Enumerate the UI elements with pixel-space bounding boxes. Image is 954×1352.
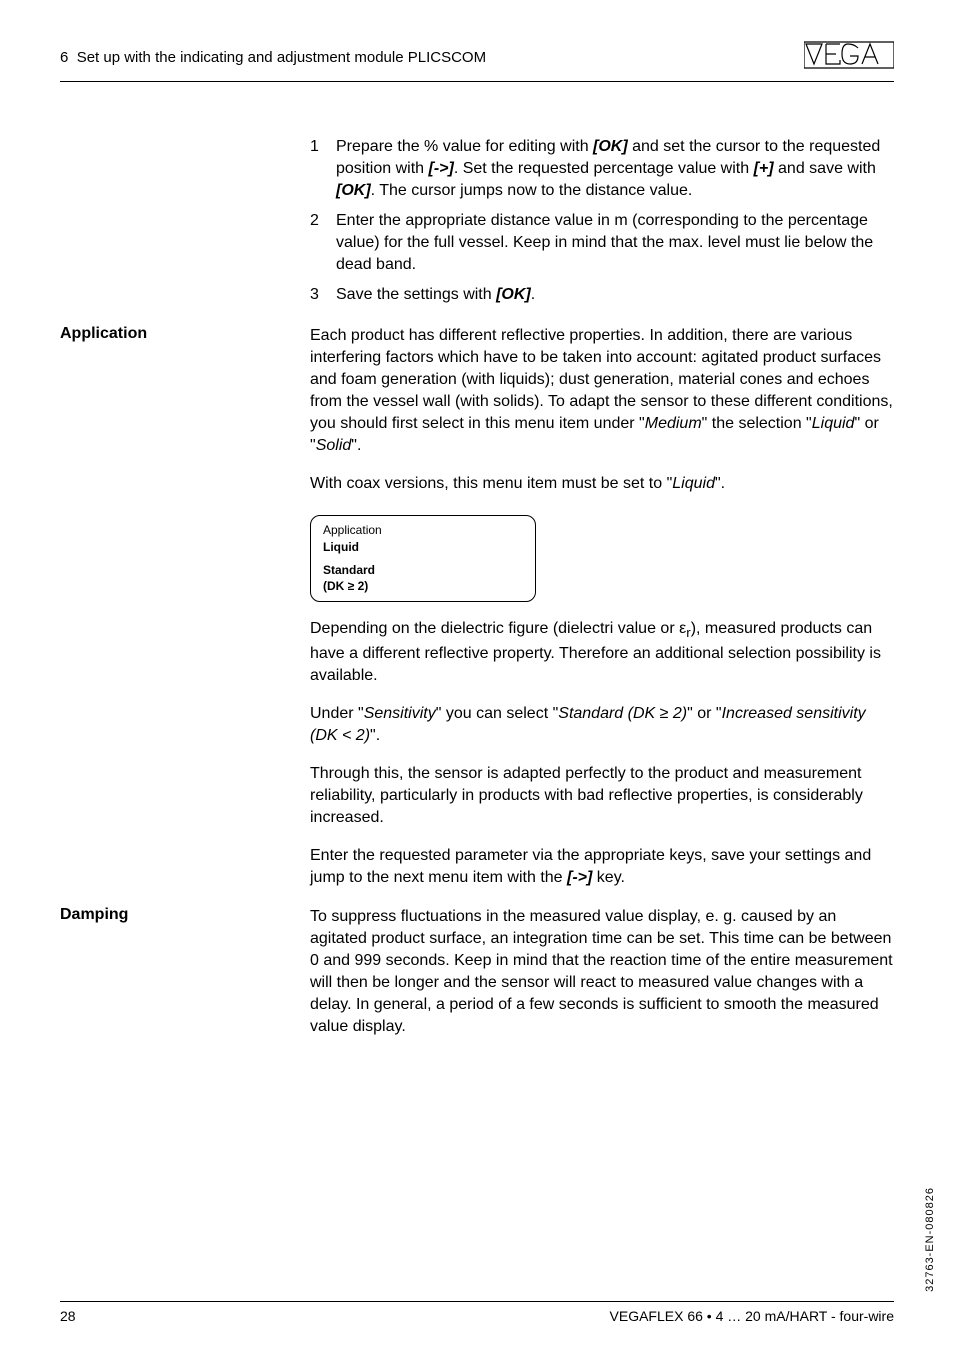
steps-col: 1 Prepare the % value for editing with […	[310, 136, 894, 325]
footer: 28 VEGAFLEX 66 • 4 … 20 mA/HART - four-w…	[60, 1301, 894, 1324]
application-label: Application	[60, 325, 310, 906]
header: 6 Set up with the indicating and adjustm…	[60, 40, 894, 82]
step-1-num: 1	[310, 136, 336, 202]
damping-row: Damping To suppress fluctuations in the …	[60, 906, 894, 1054]
content: 1 Prepare the % value for editing with […	[60, 136, 894, 1054]
page: 6 Set up with the indicating and adjustm…	[0, 0, 954, 1352]
side-code: 32763-EN-080826	[924, 1187, 936, 1292]
step-2-text: Enter the appropriate distance value in …	[336, 210, 894, 276]
damping-col: To suppress fluctuations in the measured…	[310, 906, 894, 1054]
steps-list: 1 Prepare the % value for editing with […	[310, 136, 894, 307]
menu-box: Application Liquid Standard (DK ≥ 2)	[310, 515, 536, 602]
application-para6: Enter the requested parameter via the ap…	[310, 845, 894, 889]
section-number: 6	[60, 49, 68, 66]
section-title: Set up with the indicating and adjustmen…	[77, 49, 486, 66]
step-2: 2 Enter the appropriate distance value i…	[310, 210, 894, 276]
menu-line3: Standard	[323, 562, 523, 579]
header-text: 6 Set up with the indicating and adjustm…	[60, 49, 486, 66]
step-1-text: Prepare the % value for editing with [OK…	[336, 136, 894, 202]
menu-line4: (DK ≥ 2)	[323, 578, 523, 595]
footer-page: 28	[60, 1308, 76, 1324]
steps-row: 1 Prepare the % value for editing with […	[60, 136, 894, 325]
footer-doc: VEGAFLEX 66 • 4 … 20 mA/HART - four-wire	[610, 1308, 894, 1324]
step-3-text: Save the settings with [OK].	[336, 284, 535, 306]
application-para1: Each product has different reflective pr…	[310, 325, 894, 457]
step-1: 1 Prepare the % value for editing with […	[310, 136, 894, 202]
menu-line2: Liquid	[323, 539, 523, 556]
step-3: 3 Save the settings with [OK].	[310, 284, 894, 306]
application-row: Application Each product has different r…	[60, 325, 894, 906]
application-para4: Under "Sensitivity" you can select "Stan…	[310, 703, 894, 747]
application-para5: Through this, the sensor is adapted perf…	[310, 763, 894, 829]
damping-label: Damping	[60, 906, 310, 1054]
step-3-num: 3	[310, 284, 336, 306]
application-col: Each product has different reflective pr…	[310, 325, 894, 906]
application-para2: With coax versions, this menu item must …	[310, 473, 894, 495]
application-para3: Depending on the dielectric figure (diel…	[310, 618, 894, 687]
side-empty	[60, 136, 310, 325]
vega-logo	[804, 40, 894, 75]
menu-line1: Application	[323, 522, 523, 539]
damping-para: To suppress fluctuations in the measured…	[310, 906, 894, 1038]
step-2-num: 2	[310, 210, 336, 276]
